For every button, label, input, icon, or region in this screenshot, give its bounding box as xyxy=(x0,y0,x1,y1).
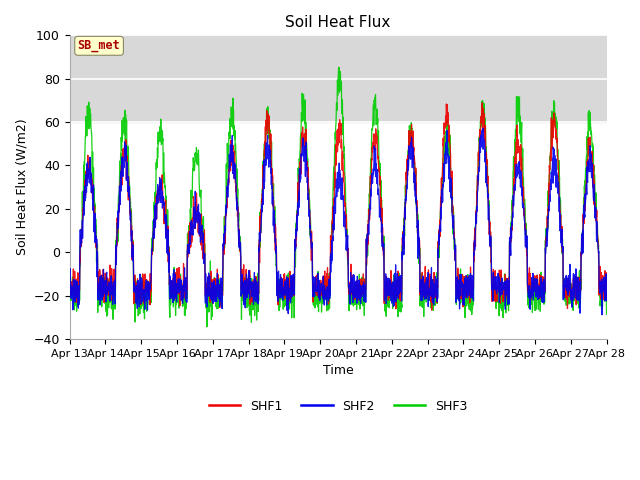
X-axis label: Time: Time xyxy=(323,364,353,377)
Bar xyxy=(70,36,607,122)
Text: SB_met: SB_met xyxy=(77,39,120,52)
Legend: SHF1, SHF2, SHF3: SHF1, SHF2, SHF3 xyxy=(204,395,472,418)
Title: Soil Heat Flux: Soil Heat Flux xyxy=(285,15,391,30)
Y-axis label: Soil Heat Flux (W/m2): Soil Heat Flux (W/m2) xyxy=(15,119,28,255)
